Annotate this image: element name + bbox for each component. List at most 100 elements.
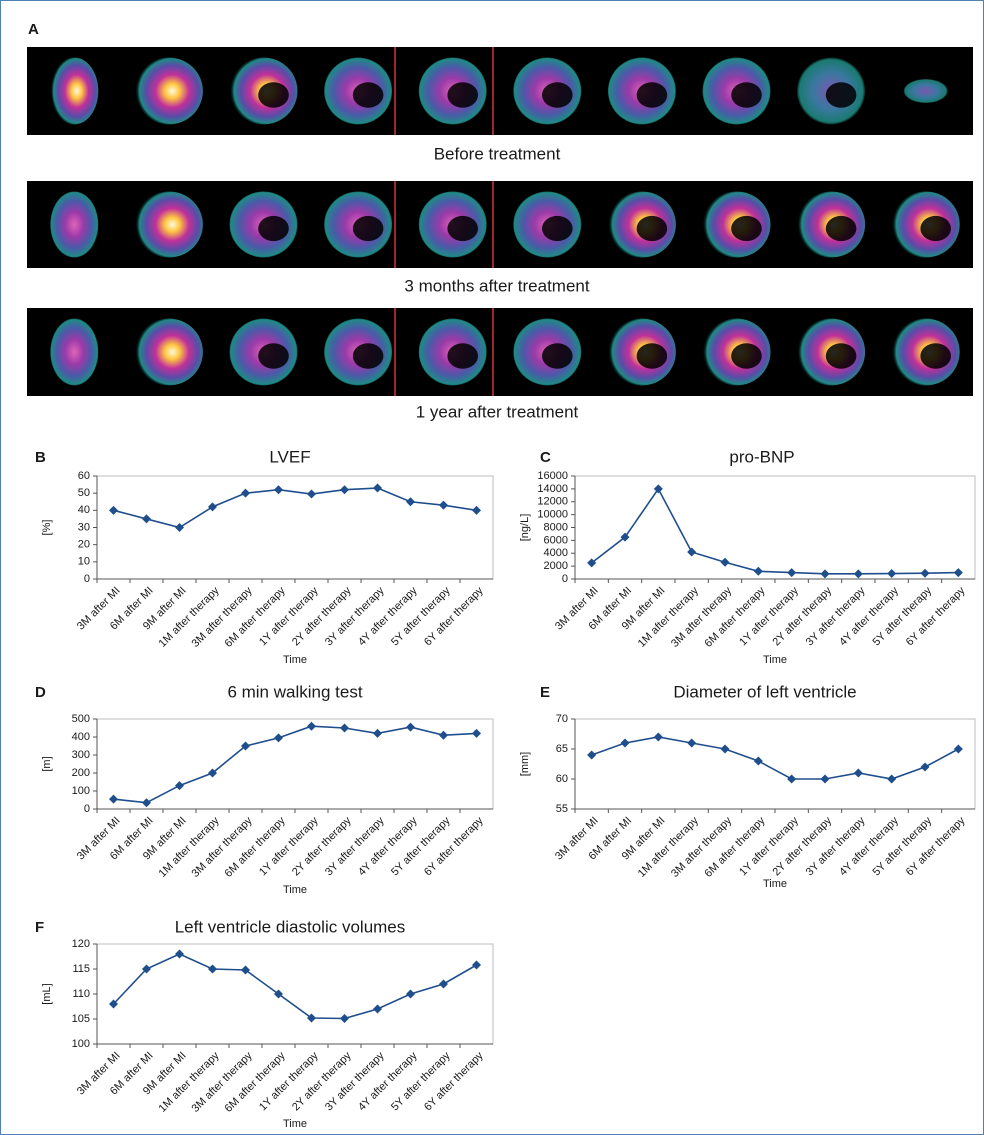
scan-cavity <box>731 343 762 368</box>
scan-slice <box>50 191 98 257</box>
plot-frame <box>97 944 493 1044</box>
scan-cavity <box>258 343 289 368</box>
chart-title: pro-BNP <box>729 447 794 466</box>
x-tick-label: 3Y after therapy <box>323 814 387 878</box>
x-tick-label: 3M after therapy <box>190 584 255 649</box>
scan-cavity <box>542 343 573 368</box>
panel-label: F <box>35 919 44 936</box>
x-axis-label: Time <box>763 654 787 666</box>
x-axis-label: Time <box>763 878 787 890</box>
scan-slice <box>50 319 98 386</box>
scan-cavity <box>447 343 478 368</box>
x-tick-label: 6M after therapy <box>702 584 767 649</box>
y-tick-label: 55 <box>556 803 568 815</box>
panel-label: D <box>35 684 46 701</box>
x-tick-label: 6M after therapy <box>223 584 288 649</box>
scan-cavity <box>353 216 384 241</box>
x-tick-label: 6M after therapy <box>223 814 288 879</box>
plot-frame <box>575 719 975 809</box>
x-tick-label: 4Y after therapy <box>837 584 901 648</box>
figure: A Before treatment 3 months after treatm… <box>0 0 984 1135</box>
scan-cavity <box>920 216 951 241</box>
y-tick-label: 0 <box>562 573 568 585</box>
y-tick-label: 105 <box>72 1013 90 1025</box>
y-axis-label: [m] <box>41 756 53 771</box>
scan-cavity <box>920 343 951 368</box>
x-tick-label: 1Y after therapy <box>257 584 321 648</box>
y-tick-label: 300 <box>72 749 90 761</box>
scan-cavity <box>826 216 857 241</box>
y-tick-label: 500 <box>72 713 90 725</box>
scan-cavity <box>353 343 384 368</box>
y-tick-label: 400 <box>72 731 90 743</box>
y-tick-label: 115 <box>72 963 90 975</box>
x-tick-label: 5Y after therapy <box>870 814 934 878</box>
x-tick-label: 6M after therapy <box>223 1049 288 1114</box>
x-axis-label: Time <box>283 1118 307 1130</box>
x-tick-label: 1M after therapy <box>636 584 701 649</box>
scan-caption: Before treatment <box>434 144 561 163</box>
y-tick-label: 12000 <box>537 496 568 508</box>
x-tick-label: 3M after therapy <box>190 814 255 879</box>
x-tick-label: 3Y after therapy <box>804 814 868 878</box>
x-tick-label: 5Y after therapy <box>389 584 453 648</box>
x-tick-label: 2Y after therapy <box>290 814 354 878</box>
x-tick-label: 1M after therapy <box>157 1049 222 1114</box>
y-tick-label: 100 <box>72 1038 90 1050</box>
y-tick-label: 65 <box>556 743 568 755</box>
x-tick-label: 4Y after therapy <box>356 814 420 878</box>
panel-label: E <box>540 684 550 701</box>
y-tick-label: 110 <box>72 988 90 1000</box>
y-tick-label: 20 <box>78 539 90 551</box>
x-tick-label: 1M after therapy <box>636 814 701 879</box>
x-tick-label: 5Y after therapy <box>389 1049 453 1113</box>
x-tick-label: 1Y after therapy <box>257 814 321 878</box>
x-tick-label: 6Y after therapy <box>422 1049 486 1113</box>
x-tick-label: 1Y after therapy <box>737 584 801 648</box>
y-tick-label: 0 <box>84 803 90 815</box>
scan-cavity <box>258 216 289 241</box>
y-tick-label: 0 <box>84 573 90 585</box>
scan-slice <box>135 58 203 125</box>
page: {"panel_a": {"label": "A", "captions": [… <box>0 0 984 1135</box>
x-tick-label: 3Y after therapy <box>804 584 868 648</box>
y-tick-label: 100 <box>72 785 90 797</box>
x-tick-label: 3M after therapy <box>669 814 734 879</box>
x-tick-label: 3M after therapy <box>669 584 734 649</box>
y-tick-label: 60 <box>78 470 90 482</box>
scan-cavity <box>258 82 289 107</box>
scan-cavity <box>447 216 478 241</box>
panel-label: B <box>35 449 46 466</box>
y-tick-label: 200 <box>72 767 90 779</box>
x-tick-label: 2Y after therapy <box>290 584 354 648</box>
scan-caption: 3 months after treatment <box>404 276 589 295</box>
scan-cavity <box>353 82 384 107</box>
scan-slice <box>135 191 203 257</box>
y-tick-label: 10000 <box>537 509 568 521</box>
y-tick-label: 4000 <box>544 547 568 559</box>
scan-caption: 1 year after treatment <box>416 402 579 421</box>
chart-title: 6 min walking test <box>227 682 362 701</box>
x-tick-label: 2Y after therapy <box>290 1049 354 1113</box>
y-axis-label: [mm] <box>519 752 531 776</box>
x-tick-label: 1M after therapy <box>157 814 222 879</box>
y-tick-label: 14000 <box>537 483 568 495</box>
scan-cavity <box>542 82 573 107</box>
scan-cavity <box>542 216 573 241</box>
y-tick-label: 2000 <box>544 560 568 572</box>
x-tick-label: 4Y after therapy <box>356 584 420 648</box>
x-tick-label: 5Y after therapy <box>389 814 453 878</box>
scan-slice <box>135 319 203 386</box>
y-axis-label: [mL] <box>41 983 53 1004</box>
chart-title: Left ventricle diastolic volumes <box>175 917 406 936</box>
x-tick-label: 4Y after therapy <box>837 814 901 878</box>
y-tick-label: 40 <box>78 504 90 516</box>
x-tick-label: 1M after therapy <box>157 584 222 649</box>
x-tick-label: 2Y after therapy <box>770 584 834 648</box>
y-tick-label: 6000 <box>544 534 568 546</box>
scan-cavity <box>637 343 668 368</box>
x-tick-label: 1Y after therapy <box>737 814 801 878</box>
chart-title: LVEF <box>269 447 310 466</box>
scan-cavity <box>447 82 478 107</box>
scan-cavity <box>826 82 857 107</box>
